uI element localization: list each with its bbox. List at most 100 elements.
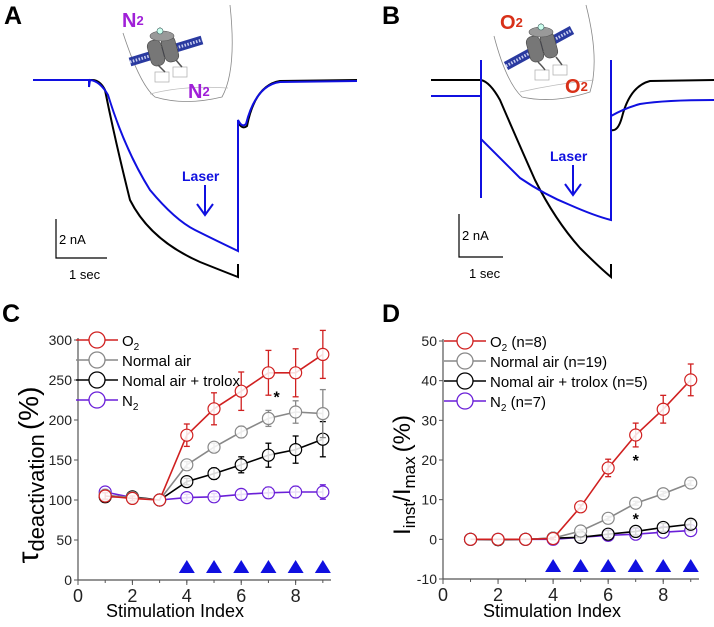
legend-marker (456, 392, 474, 410)
arrow-down-icon (196, 203, 214, 217)
x-tick-label: 0 (438, 585, 448, 605)
data-point (316, 485, 330, 499)
data-point (463, 532, 478, 546)
data-point (289, 366, 303, 380)
legend-marker (456, 332, 474, 350)
data-point (629, 428, 643, 442)
laser-label-a: Laser (182, 168, 220, 184)
scale-bar-b (458, 214, 503, 258)
laser-marker-triangle (314, 560, 331, 573)
panel-b: B O2 O2 Laser 2 nA 1 sec (382, 2, 714, 281)
data-point (601, 461, 615, 475)
x-tick-label: 4 (182, 586, 192, 606)
trace-b-laser (431, 60, 714, 222)
trace-a-control-recovery (237, 79, 358, 129)
y-tick-label: 100 (49, 492, 73, 508)
data-point (289, 405, 303, 419)
data-point (153, 493, 167, 507)
data-point (261, 411, 276, 425)
scale-time-b: 1 sec (469, 266, 501, 281)
gas-label-bottom: O2 (565, 76, 588, 98)
trace-a-laser (33, 78, 358, 253)
laser-marker-triangle (233, 560, 250, 573)
data-point (261, 366, 276, 380)
y-tick-label: 300 (49, 332, 73, 348)
legend-label: O2 (n=8) (490, 334, 547, 354)
scale-current-a: 2 nA (59, 232, 86, 247)
series-o (98, 329, 330, 507)
significance-asterisk: * (633, 511, 640, 528)
panel-a-label: A (4, 2, 22, 30)
data-point (207, 402, 221, 416)
y-tick-label: 20 (421, 452, 437, 468)
data-point (234, 487, 248, 501)
panel-c-label: C (2, 300, 20, 328)
data-point (574, 524, 588, 538)
legend-label: Normal air (n=19) (490, 354, 607, 371)
x-tick-label: 8 (658, 585, 668, 605)
y-tick-label: 0 (64, 572, 72, 588)
data-point (316, 407, 330, 421)
legend-label: Nomal air + trolox (n=5) (490, 374, 648, 391)
legend-label: O2 (122, 333, 140, 353)
y-axis-label-d: Iinst/Imax(%) (389, 415, 419, 535)
legend-item: Normal air (76, 351, 191, 370)
significance-asterisk: * (633, 453, 640, 470)
legend-item: N2 (76, 391, 139, 413)
data-point (629, 496, 643, 510)
legend-item: N2 (n=7) (444, 392, 546, 414)
data-point (207, 467, 221, 481)
data-point (491, 532, 505, 546)
chart-c: C τdeactivation(%) Stimulation Index 0 50… (2, 300, 331, 621)
arrow-down-icon (564, 183, 582, 197)
data-point (261, 486, 276, 500)
laser-marker-triangle (682, 559, 699, 572)
data-point (180, 475, 194, 489)
y-tick-label: 0 (429, 531, 437, 547)
data-point (289, 485, 303, 499)
y-tick-label: -10 (417, 571, 437, 587)
laser-marker-triangle (545, 559, 562, 572)
data-point (207, 440, 221, 454)
legend-label: Nomal air + trolox (122, 373, 240, 390)
legend-marker (456, 352, 474, 370)
gas-label-top: N2 (122, 10, 144, 32)
legend-item: Normal air (n=19) (444, 352, 607, 371)
legend-item: Nomal air + trolox (n=5) (444, 372, 648, 391)
legend-marker (88, 331, 106, 349)
scale-bar-a (55, 219, 107, 259)
x-tick-label: 6 (603, 585, 613, 605)
y-tick-label: 200 (49, 412, 73, 428)
x-axis-label-c: Stimulation Index (106, 601, 244, 621)
y-tick-label: 30 (421, 412, 437, 428)
data-point (656, 520, 670, 535)
gas-label-bottom: N2 (188, 81, 210, 103)
y-tick-label: 150 (49, 452, 73, 468)
data-point (656, 487, 670, 501)
data-point (574, 500, 588, 514)
x-axis-label-d: Stimulation Index (483, 601, 621, 621)
channel-schematic-icon (493, 4, 595, 100)
data-point (684, 517, 698, 531)
panel-a: A N2 N2 Laser 2 nA 1 sec (4, 2, 358, 282)
channel-schematic-icon (122, 4, 233, 102)
x-tick-label: 8 (291, 586, 301, 606)
data-point (518, 532, 533, 546)
x-tick-label: 6 (236, 586, 246, 606)
data-point (180, 491, 194, 505)
chart-d: D Iinst/Imax(%) Stimulation Index -10010… (382, 300, 699, 621)
data-point (289, 443, 303, 457)
data-point (207, 490, 221, 504)
data-point (316, 347, 330, 361)
data-point (234, 458, 248, 472)
x-tick-label: 2 (493, 585, 503, 605)
x-tick-label: 2 (127, 586, 137, 606)
legend-item: Nomal air + trolox (76, 371, 240, 390)
data-point (180, 428, 194, 442)
legend-marker (456, 372, 474, 390)
legend-item: O2 (76, 331, 140, 353)
panel-b-label: B (382, 2, 400, 30)
legend-marker (88, 351, 106, 369)
data-point (261, 448, 276, 462)
y-tick-label: 10 (421, 492, 437, 508)
